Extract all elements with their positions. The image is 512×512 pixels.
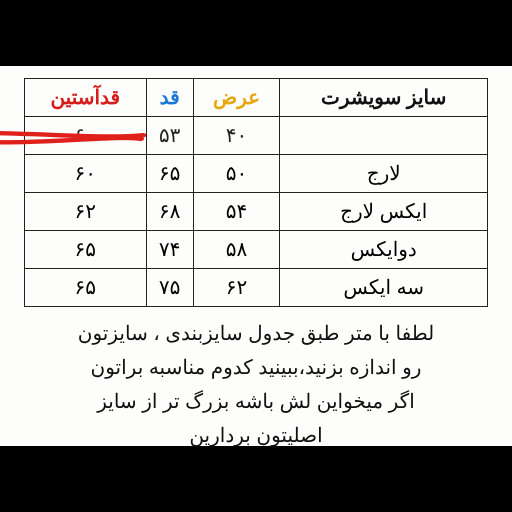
caption-line: لطفا با متر طبق جدول سایزبندی ، سایزتون <box>30 317 482 351</box>
col-height: قد <box>146 79 193 117</box>
col-sleeve: قدآستین <box>25 79 147 117</box>
cell-width: ۴۰ <box>193 117 280 155</box>
cell-width: ۶۲ <box>193 269 280 307</box>
cell-sleeve: ۶۲ <box>25 193 147 231</box>
cell-width: ۵۸ <box>193 231 280 269</box>
document-sheet: سایز سویشرت عرض قد قدآستین ۴۰ ۵۳ ۶۰ <box>0 66 512 446</box>
table-body: ۴۰ ۵۳ ۶۰ لارج ۵۰ ۶۵ ۶۰ <box>25 117 488 307</box>
table-row: دوایکس ۵۸ ۷۴ ۶۵ <box>25 231 488 269</box>
cell-sleeve: ۶۰ <box>25 117 147 155</box>
cell-size: ایکس لارج <box>280 193 488 231</box>
cell-sleeve: ۶۰ <box>25 155 147 193</box>
table-row: لارج ۵۰ ۶۵ ۶۰ <box>25 155 488 193</box>
cell-size <box>280 117 488 155</box>
col-size: سایز سویشرت <box>280 79 488 117</box>
cell-size: دوایکس <box>280 231 488 269</box>
caption-line: اگر میخواین لش باشه بزرگ تر از سایز <box>30 385 482 419</box>
cell-height: ۷۵ <box>146 269 193 307</box>
cell-size: لارج <box>280 155 488 193</box>
table-row: ایکس لارج ۵۴ ۶۸ ۶۲ <box>25 193 488 231</box>
cell-height: ۷۴ <box>146 231 193 269</box>
table-row: ۴۰ ۵۳ ۶۰ <box>25 117 488 155</box>
header-row: سایز سویشرت عرض قد قدآستین <box>25 79 488 117</box>
caption-line: رو اندازه بزنید،ببینید کدوم مناسبه براتو… <box>30 351 482 385</box>
cell-sleeve: ۶۵ <box>25 269 147 307</box>
cell-width: ۵۰ <box>193 155 280 193</box>
col-width: عرض <box>193 79 280 117</box>
caption-line: اصلیتون بردارین <box>30 419 482 453</box>
cell-sleeve: ۶۵ <box>25 231 147 269</box>
strike-through-scribble <box>0 128 146 143</box>
cell-size: سه ایکس <box>280 269 488 307</box>
cell-height: ۶۵ <box>146 155 193 193</box>
cell-height: ۶۸ <box>146 193 193 231</box>
cell-height: ۵۳ <box>146 117 193 155</box>
table-row: سه ایکس ۶۲ ۷۵ ۶۵ <box>25 269 488 307</box>
size-table: سایز سویشرت عرض قد قدآستین ۴۰ ۵۳ ۶۰ <box>24 78 488 307</box>
caption-text: لطفا با متر طبق جدول سایزبندی ، سایزتون … <box>24 317 488 453</box>
cell-width: ۵۴ <box>193 193 280 231</box>
